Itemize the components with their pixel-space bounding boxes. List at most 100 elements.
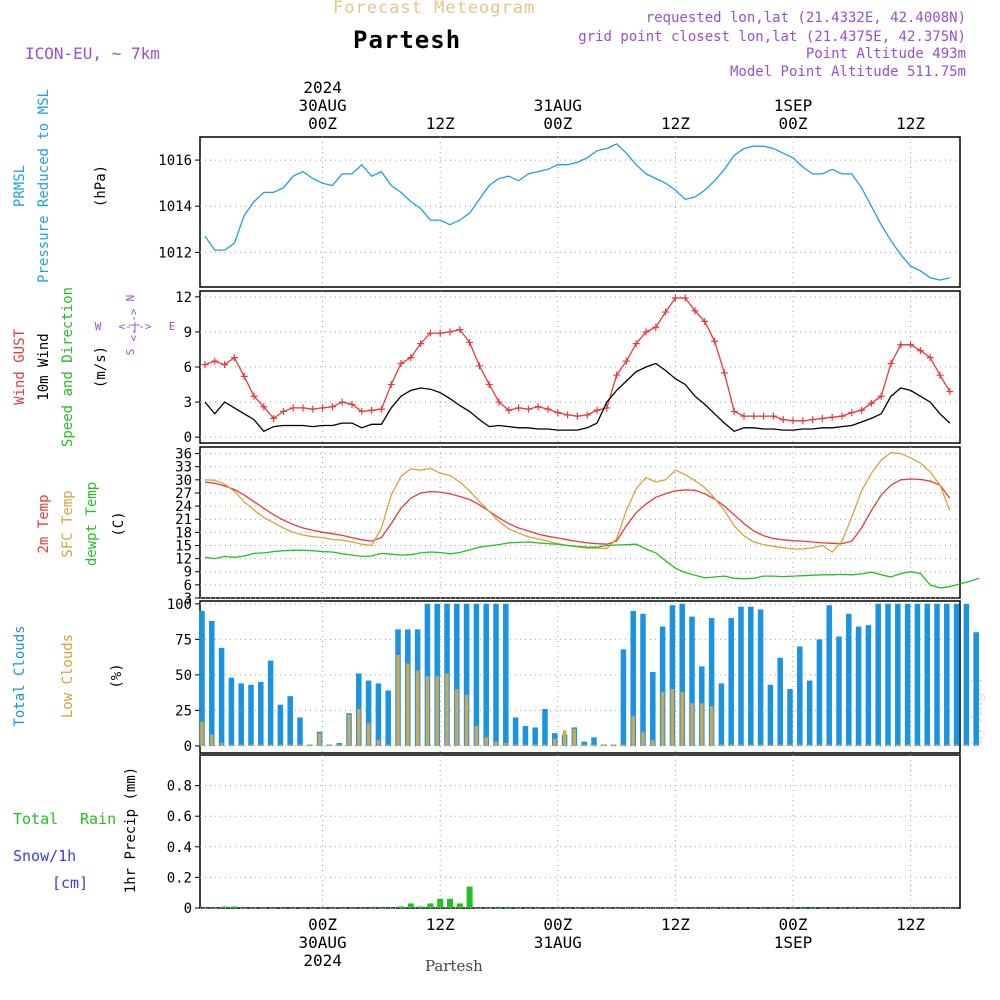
gust-marker [230, 354, 238, 362]
panel-label-wind: Speed and Direction [60, 287, 76, 447]
bar-low-clouds [268, 744, 273, 746]
bar-low-clouds [288, 744, 292, 746]
gust-marker [867, 399, 875, 407]
bar-total-clouds [659, 626, 666, 746]
bar-low-clouds [729, 744, 733, 746]
gust-marker [907, 341, 915, 349]
bar-low-clouds [905, 744, 910, 746]
ytick-label-temp: 9 [184, 565, 192, 581]
gust-marker [642, 328, 650, 336]
bar-total-rain [731, 908, 738, 909]
gust-marker [426, 329, 434, 337]
gust-marker [662, 308, 670, 316]
product-title: Forecast Meteogram [333, 0, 536, 18]
ytick-label-clouds: 50 [175, 668, 192, 684]
bar-low-clouds [572, 728, 577, 746]
bar-total-clouds [757, 609, 764, 746]
bar-total-clouds [630, 610, 636, 746]
gust-marker [240, 372, 248, 380]
gust-marker [446, 328, 454, 336]
bar-low-clouds [758, 744, 763, 746]
bar-total-clouds [209, 620, 215, 746]
bar-total-clouds [591, 737, 597, 746]
series-10m-wind [204, 362, 951, 433]
bar-total-clouds [248, 684, 254, 746]
bar-low-clouds [690, 703, 694, 746]
gust-marker [495, 398, 503, 406]
gust-marker [760, 412, 768, 420]
gust-marker [221, 361, 229, 369]
grid-coords: grid point closest lon,lat (21.4375E, 42… [578, 29, 966, 45]
bar-total-rain [398, 906, 404, 908]
bar-total-clouds [689, 616, 695, 746]
bar-total-rain [319, 908, 326, 909]
bar-total-rain [290, 908, 297, 909]
bar-low-clouds [327, 744, 332, 746]
bar-total-clouds [806, 680, 813, 746]
panel-unit-temp: (C) [111, 511, 127, 536]
gust-marker [377, 405, 385, 413]
gust-marker [701, 317, 709, 325]
bar-low-clouds [474, 726, 479, 746]
bar-low-clouds [886, 744, 890, 746]
bar-total-clouds [836, 636, 842, 746]
time-label-top: 12Z [426, 114, 455, 133]
bar-low-clouds [200, 721, 204, 746]
ytick-label-precip: 0.6 [167, 809, 192, 825]
bar-total-clouds [816, 639, 823, 746]
bar-low-clouds [298, 744, 302, 746]
panel-label-pressure: PRMSL [12, 165, 28, 207]
bar-total-rain [554, 908, 561, 909]
bar-total-rain [456, 903, 463, 908]
ytick-label-temp: 33 [175, 460, 192, 476]
series-prmsl [204, 143, 950, 281]
bar-total-rain [799, 908, 806, 909]
gust-marker [838, 412, 846, 420]
panel-label-temp: 2m Temp [36, 494, 52, 553]
bar-total-rain [251, 908, 257, 909]
bar-total-clouds [904, 603, 911, 746]
bar-total-clouds [375, 683, 382, 746]
bar-total-rain [721, 908, 728, 909]
bar-total-rain [407, 903, 414, 908]
bar-total-clouds [895, 603, 901, 746]
gust-marker [524, 405, 532, 413]
ytick-label-precip: 0.8 [167, 779, 192, 795]
series-sfc-temp [204, 452, 951, 553]
bar-total-rain [741, 908, 747, 909]
bar-total-clouds [454, 603, 460, 746]
time-label-bottom: 00Z [779, 915, 808, 934]
bar-total-rain [819, 908, 826, 909]
bar-total-clouds [855, 626, 862, 746]
bar-total-rain [280, 908, 287, 909]
bar-total-rain [594, 908, 600, 909]
time-label-bottom: 12Z [426, 915, 455, 934]
bar-total-clouds [777, 657, 783, 746]
gust-marker [475, 362, 483, 370]
bar-low-clouds [896, 744, 900, 746]
bar-low-clouds [817, 744, 822, 746]
ytick-label-temp: 18 [175, 525, 192, 541]
point-altitude: Point Altitude 493m [805, 46, 966, 62]
bar-total-rain [868, 908, 875, 909]
bar-total-clouds [679, 603, 685, 746]
gust-marker [720, 369, 728, 377]
bar-low-clouds [553, 738, 557, 746]
gust-marker [916, 347, 924, 355]
bar-total-rain [770, 908, 777, 909]
gust-marker [848, 409, 856, 417]
time-label-top: 12Z [896, 114, 925, 133]
bar-total-rain [309, 908, 316, 909]
time-label-top: 30AUG [299, 96, 347, 115]
bar-total-rain [780, 908, 787, 909]
bar-total-rain [829, 908, 836, 909]
bar-total-rain [760, 908, 767, 909]
series-dewpt-temp [204, 541, 980, 589]
bar-total-rain [790, 908, 796, 909]
bar-total-rain [937, 908, 943, 909]
bar-total-rain [682, 908, 689, 909]
gust-marker [936, 371, 944, 379]
bar-total-rain [701, 908, 708, 909]
bar-low-clouds [278, 744, 283, 746]
bar-low-clouds [376, 740, 381, 746]
